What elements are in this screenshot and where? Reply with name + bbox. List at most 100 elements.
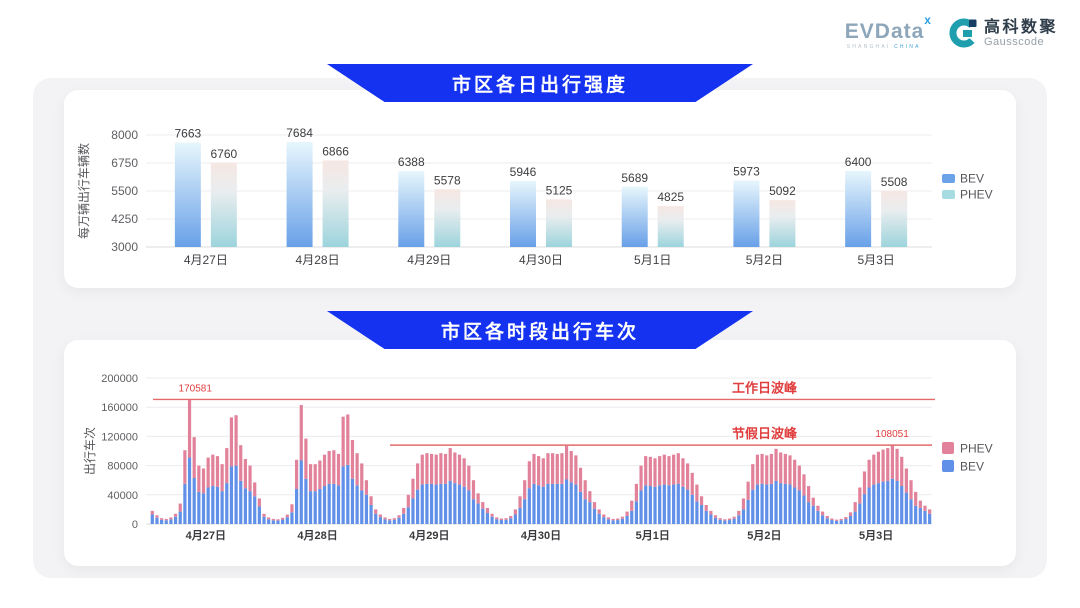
- bar-phev[interactable]: [271, 518, 275, 521]
- bar-bev[interactable]: [569, 482, 573, 524]
- bar-bev[interactable]: [733, 180, 760, 247]
- bar-phev[interactable]: [765, 455, 769, 485]
- bar-phev[interactable]: [434, 454, 438, 485]
- bar-phev[interactable]: [318, 460, 322, 489]
- bar-bev[interactable]: [816, 510, 820, 524]
- bar-phev[interactable]: [336, 453, 341, 486]
- bar-bev[interactable]: [858, 503, 862, 524]
- bar-bev[interactable]: [364, 494, 369, 524]
- bar-phev[interactable]: [630, 500, 634, 511]
- bar-phev[interactable]: [388, 518, 392, 521]
- bar-bev[interactable]: [481, 508, 485, 524]
- bar-phev[interactable]: [727, 518, 732, 521]
- bar-phev[interactable]: [350, 440, 355, 479]
- bar-phev[interactable]: [644, 456, 648, 486]
- bar-phev[interactable]: [281, 517, 285, 520]
- bar-bev[interactable]: [648, 486, 652, 524]
- bar-bev[interactable]: [411, 498, 415, 524]
- bar-phev[interactable]: [453, 452, 457, 484]
- bar-bev[interactable]: [173, 516, 178, 524]
- bar-bev[interactable]: [532, 483, 536, 524]
- bar-bev[interactable]: [741, 509, 746, 524]
- bar-bev[interactable]: [699, 505, 704, 524]
- bar-phev[interactable]: [243, 459, 247, 489]
- bar-bev[interactable]: [546, 483, 550, 524]
- bar-phev[interactable]: [741, 498, 746, 510]
- bar-phev[interactable]: [532, 453, 536, 484]
- bar-phev[interactable]: [653, 458, 657, 487]
- bar-phev[interactable]: [844, 517, 848, 520]
- bar-phev[interactable]: [611, 518, 615, 521]
- bar-phev[interactable]: [509, 515, 513, 519]
- bar-phev[interactable]: [490, 513, 494, 517]
- bar-bev[interactable]: [597, 513, 601, 524]
- bar-phev[interactable]: [667, 456, 671, 486]
- bar-bev[interactable]: [606, 519, 611, 524]
- bar-bev[interactable]: [690, 494, 694, 524]
- bar-phev[interactable]: [313, 464, 317, 492]
- bar-phev[interactable]: [672, 454, 676, 485]
- bar-bev[interactable]: [900, 486, 904, 524]
- bar-phev[interactable]: [886, 448, 890, 481]
- bar-phev[interactable]: [215, 456, 220, 487]
- bar-phev[interactable]: [322, 454, 327, 487]
- bar-phev[interactable]: [746, 481, 750, 500]
- bar-bev[interactable]: [183, 483, 187, 524]
- bar-phev[interactable]: [355, 453, 359, 486]
- bar-phev[interactable]: [150, 510, 154, 515]
- bar-phev[interactable]: [267, 517, 271, 520]
- bar-phev[interactable]: [211, 454, 215, 487]
- bar-bev[interactable]: [527, 488, 531, 524]
- bar-phev[interactable]: [783, 453, 787, 484]
- bar-bev[interactable]: [611, 520, 615, 524]
- bar-phev[interactable]: [425, 453, 429, 484]
- bar-bev[interactable]: [658, 485, 662, 524]
- bar-bev[interactable]: [620, 518, 625, 524]
- bar-bev[interactable]: [262, 516, 266, 524]
- bar-phev[interactable]: [616, 518, 620, 521]
- bar-bev[interactable]: [206, 487, 210, 525]
- bar-bev[interactable]: [574, 484, 578, 524]
- legend-item-bev[interactable]: BEV: [942, 460, 984, 474]
- bar-bev[interactable]: [928, 513, 932, 524]
- bar-bev[interactable]: [848, 515, 853, 524]
- bar-bev[interactable]: [443, 483, 448, 524]
- bar-bev[interactable]: [588, 502, 592, 524]
- bar-phev[interactable]: [523, 480, 527, 500]
- bar-bev[interactable]: [923, 510, 927, 524]
- bar-phev[interactable]: [225, 448, 229, 484]
- bar-phev[interactable]: [332, 450, 336, 484]
- bar-phev[interactable]: [793, 459, 797, 488]
- bar-bev[interactable]: [602, 517, 606, 524]
- bar-phev[interactable]: [308, 464, 313, 492]
- bar-phev[interactable]: [560, 453, 564, 484]
- bar-bev[interactable]: [476, 503, 480, 524]
- bar-phev[interactable]: [662, 454, 666, 485]
- bar-phev[interactable]: [374, 509, 378, 514]
- bar-phev[interactable]: [504, 518, 508, 520]
- bar-bev[interactable]: [416, 489, 420, 524]
- bar-phev[interactable]: [918, 500, 922, 508]
- bar-bev[interactable]: [695, 501, 699, 524]
- bar-bev[interactable]: [621, 186, 648, 247]
- bar-phev[interactable]: [583, 480, 587, 500]
- bar-phev[interactable]: [257, 498, 261, 507]
- bar-phev[interactable]: [173, 513, 178, 517]
- bar-phev[interactable]: [369, 496, 373, 506]
- bar-bev[interactable]: [867, 487, 871, 525]
- bar-bev[interactable]: [844, 519, 848, 524]
- bar-bev[interactable]: [872, 484, 876, 524]
- bar-bev[interactable]: [318, 488, 322, 524]
- bar-phev[interactable]: [862, 471, 867, 495]
- bar-bev[interactable]: [583, 499, 587, 524]
- bar-bev[interactable]: [402, 513, 406, 524]
- bar-bev[interactable]: [243, 488, 247, 524]
- bar-bev[interactable]: [523, 499, 527, 524]
- bar-phev[interactable]: [685, 463, 690, 490]
- bar-phev[interactable]: [895, 448, 899, 481]
- bar-bev[interactable]: [160, 519, 164, 524]
- bar-bev[interactable]: [830, 520, 834, 524]
- bar-bev[interactable]: [267, 519, 271, 524]
- bar-phev[interactable]: [569, 451, 573, 483]
- bar-bev[interactable]: [876, 483, 881, 524]
